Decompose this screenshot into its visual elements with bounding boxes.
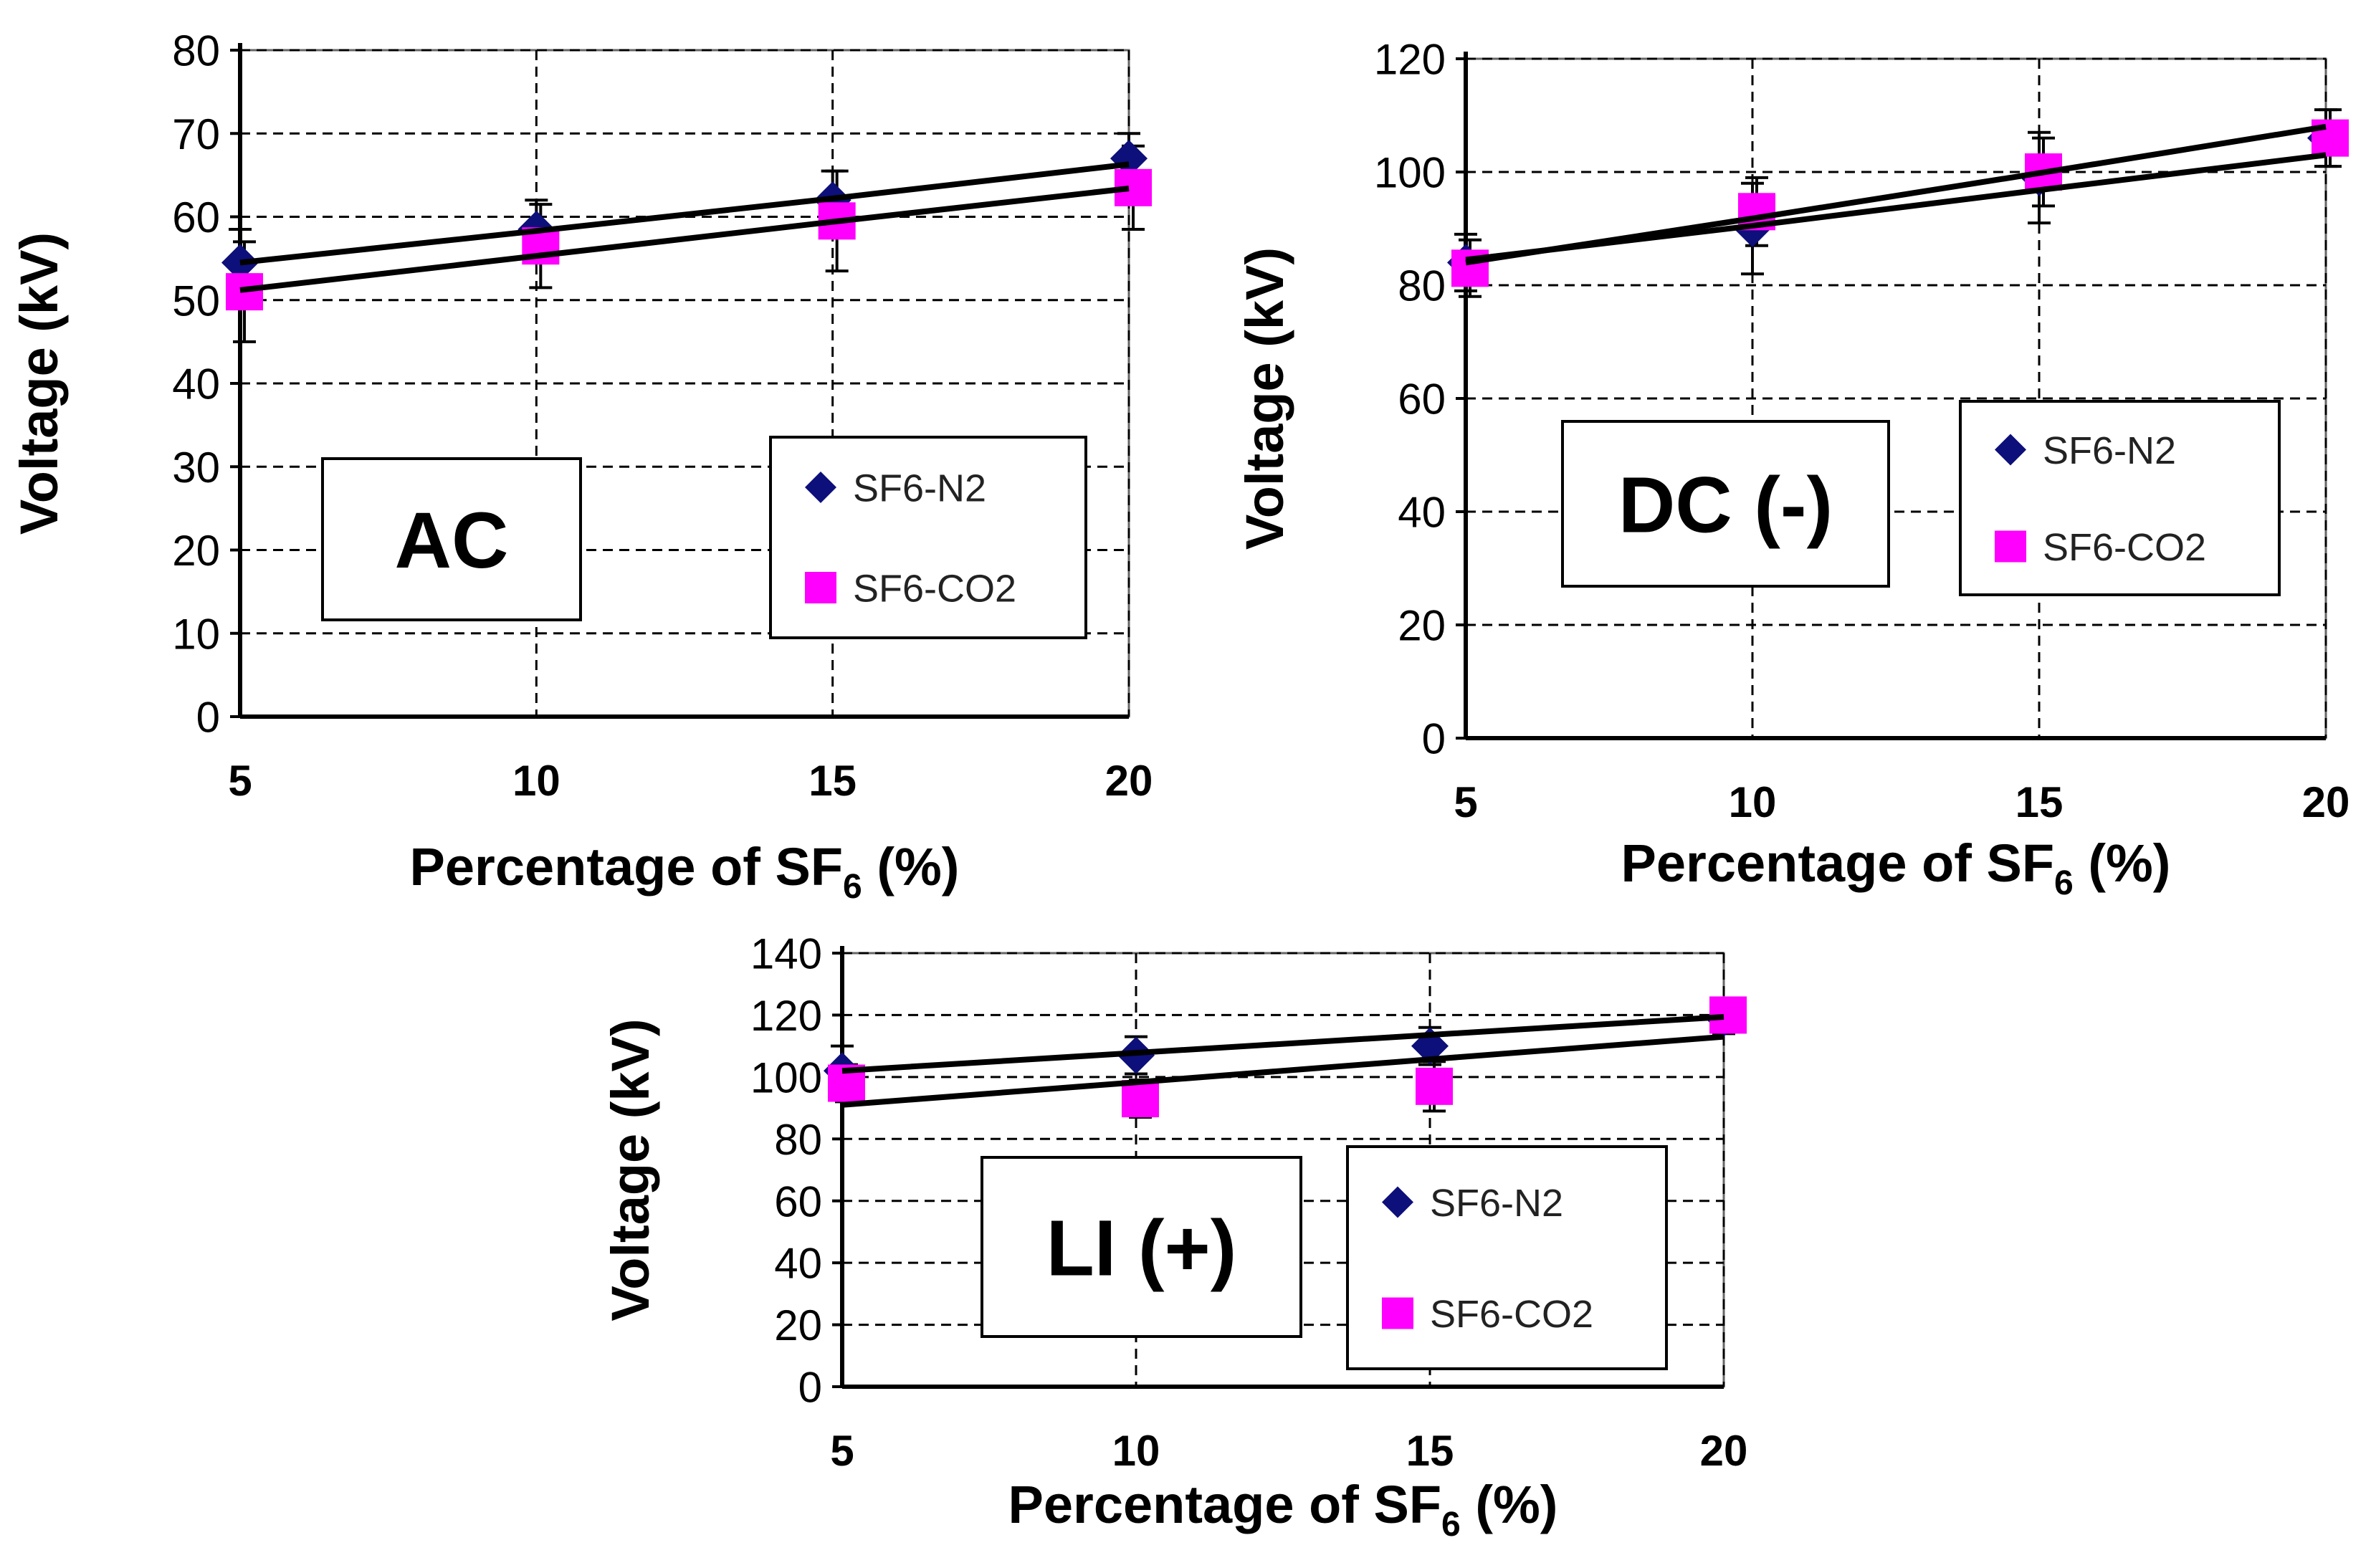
legend-box [1959, 400, 2281, 596]
y-tick-label: 20 [172, 527, 220, 575]
y-tick-label: 80 [172, 27, 220, 75]
chart-label: LI (+) [1046, 1205, 1237, 1293]
legend-marker-sf6-co2 [1995, 530, 2026, 563]
y-tick-label: 20 [1398, 602, 1446, 650]
trendline-sf6-n2 [841, 1014, 1724, 1074]
y-tick-label: 120 [1374, 36, 1446, 84]
y-tick-label: 100 [750, 1053, 822, 1101]
legend-marker-sf6-n2 [1995, 434, 2026, 466]
x-tick-label: 20 [1700, 1427, 1748, 1475]
x-axis-title: Percentage of SF6 (%) [410, 837, 960, 906]
y-axis-title: Voltage (kV) [9, 232, 69, 535]
legend-box [769, 436, 1087, 639]
trendline-sf6-co2 [841, 1033, 1724, 1108]
legend-entry: SF6-CO2 [2043, 526, 2206, 569]
x-tick-label: 15 [2015, 778, 2064, 826]
chart-label-box [1561, 420, 1890, 588]
y-tick-label: 40 [1398, 489, 1446, 537]
legend-box [1346, 1145, 1668, 1370]
y-tick-label: 80 [774, 1116, 822, 1164]
y-tick-label: 20 [774, 1301, 822, 1349]
y-tick-label: 60 [172, 193, 220, 242]
x-tick-label: 10 [512, 757, 560, 805]
data-point-sf6-co2 [2312, 119, 2349, 157]
x-tick-label: 10 [1729, 778, 1777, 826]
trendline-sf6-co2 [1465, 152, 2327, 263]
y-tick-label: 120 [750, 992, 822, 1040]
data-point-sf6-co2 [1416, 1067, 1453, 1105]
data-point-sf6-co2 [1122, 1080, 1159, 1118]
legend-marker-sf6-n2 [1382, 1186, 1413, 1218]
x-axis-title: Percentage of SF6 (%) [1621, 833, 2171, 902]
y-tick-label: 0 [1422, 715, 1446, 763]
trendline-sf6-n2 [239, 161, 1130, 266]
legend-marker-sf6-n2 [805, 472, 836, 503]
y-tick-label: 30 [172, 444, 220, 492]
legend-marker-sf6-co2 [1382, 1297, 1413, 1329]
chart-label-box [981, 1156, 1302, 1338]
y-tick-label: 140 [750, 930, 822, 978]
trendline-sf6-co2 [239, 186, 1130, 293]
y-tick-label: 100 [1374, 149, 1446, 197]
legend-entry: SF6-N2 [1430, 1182, 1563, 1225]
y-tick-label: 60 [774, 1177, 822, 1225]
x-tick-label: 10 [1112, 1427, 1160, 1475]
chart-1: 0 10 20 30 40 50 60 70 80 5 10 15 20 Voltage (kV) Perc… [9, 27, 1153, 906]
x-tick-label: 15 [808, 757, 857, 805]
x-tick-label: 20 [1105, 757, 1153, 805]
y-tick-label: 40 [172, 360, 220, 408]
legend-entry: SF6-CO2 [853, 567, 1016, 610]
y-tick-label: 80 [1398, 262, 1446, 310]
chart-2: 0 20 40 60 80 100 120 5 10 15 20 Voltage (kV) Percen… [1235, 36, 2349, 902]
x-tick-label: 5 [228, 757, 252, 805]
chart-label: DC (-) [1618, 462, 1833, 550]
x-axis-title: Percentage of SF6 (%) [1008, 1475, 1558, 1544]
legend-entry: SF6-CO2 [1430, 1293, 1593, 1336]
x-tick-label: 20 [2302, 778, 2350, 826]
y-tick-label: 50 [172, 277, 220, 325]
x-tick-label: 5 [1454, 778, 1477, 826]
chart-label-box [321, 457, 582, 621]
y-tick-label: 60 [1398, 376, 1446, 424]
x-tick-label: 5 [830, 1427, 854, 1475]
legend-entry: SF6-N2 [2043, 429, 2176, 472]
y-axis-title: Voltage (kV) [601, 1018, 660, 1321]
y-tick-label: 70 [172, 110, 220, 158]
y-tick-label: 0 [196, 694, 220, 742]
x-tick-label: 15 [1406, 1427, 1454, 1475]
legend-marker-sf6-co2 [805, 572, 836, 603]
y-tick-label: 0 [798, 1364, 822, 1412]
y-tick-label: 10 [172, 610, 220, 658]
y-tick-label: 40 [774, 1240, 822, 1288]
legend-entry: SF6-N2 [853, 467, 986, 510]
chart-label: AC [395, 497, 509, 585]
y-axis-title: Voltage (kV) [1235, 247, 1294, 550]
chart-3: 0 20 40 60 80 100 120 140 5 10 15 20 Voltage (kV) Per… [601, 930, 1747, 1544]
